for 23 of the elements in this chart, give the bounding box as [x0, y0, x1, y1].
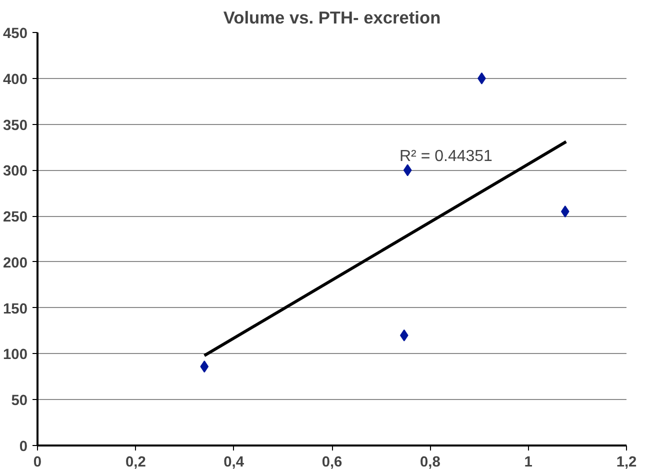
y-tick-label: 0: [19, 439, 28, 455]
y-tick-label: 150: [3, 301, 28, 318]
y-tick-label: 300: [3, 164, 28, 180]
x-tick-label: 0,6: [322, 454, 342, 469]
y-tick-label: 400: [3, 72, 28, 88]
point: [560, 205, 570, 218]
y-tick-label: 200: [3, 255, 28, 272]
x-tick-label: 0: [33, 454, 42, 469]
y-tick-label: 100: [3, 347, 28, 364]
y-tick-label: 350: [3, 118, 28, 134]
point: [403, 164, 412, 176]
y-tick-label: 450: [3, 26, 28, 42]
chart-title: Volume vs. PTH- excretion: [223, 8, 441, 28]
y-tick-label: 50: [11, 393, 28, 410]
x-tick-label: 0,4: [224, 454, 245, 469]
point: [200, 360, 209, 373]
x-tick-label: 1: [524, 454, 532, 469]
x-tick-label: 0,2: [125, 454, 146, 469]
y-tick-label: 250: [3, 210, 28, 226]
point: [400, 329, 408, 342]
annotation: R² = 0.44351: [400, 148, 493, 165]
x-tick-label: 1,2: [616, 454, 637, 469]
x-tick-label: 0,8: [420, 454, 440, 469]
